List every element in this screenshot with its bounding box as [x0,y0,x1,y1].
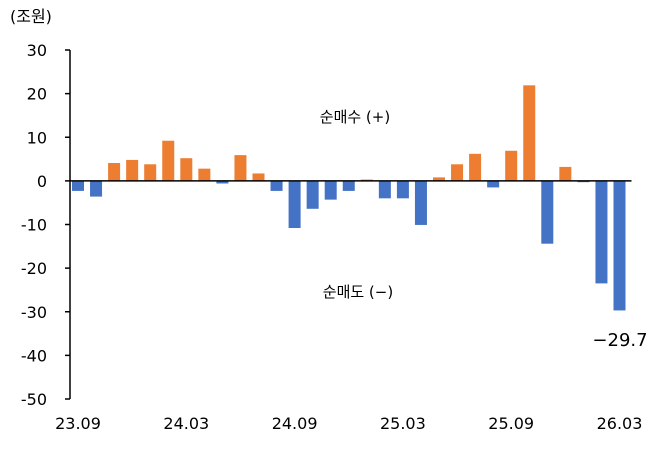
x-tick-label: 25.09 [488,414,534,433]
unit-label: (조원) [10,7,52,26]
y-tick-label: 0 [37,172,47,191]
y-tick-label: -50 [21,390,47,409]
bar-24.11 [324,180,337,200]
bar-24.04 [198,168,211,181]
bar-23.12 [126,159,139,181]
y-tick-label: 20 [27,85,47,104]
bar-24.10 [306,180,319,209]
x-tick-label: 23.09 [55,414,101,433]
x-tick-label: 24.03 [163,414,209,433]
bar-23.10 [90,180,103,197]
bar-25.05 [433,177,445,181]
bar-25.10 [523,85,536,181]
y-tick-label: -20 [21,259,47,278]
y-tick-label: -40 [21,346,47,365]
bar-25.06 [451,164,464,181]
bar-24.01 [144,164,157,181]
bar-25.04 [414,180,427,225]
bar-24.12 [342,180,355,191]
bar-25.08 [487,180,500,188]
bar-24.06 [234,155,247,181]
bar-25.12 [559,166,572,181]
bar-25.02 [378,180,391,199]
net-sell-annotation: 순매도 (−) [323,283,393,301]
bar-25.11 [541,180,554,244]
y-tick-label: -30 [21,303,47,322]
y-tick-label: -10 [21,216,47,235]
labels-layer: 30 20 10 0 -10 -20 -30 -40 -50 23.09 24.03 24.09 25.… [21,41,643,433]
axes-layer [65,49,632,400]
bar-24.09 [288,180,301,228]
bar-25.07 [469,153,482,181]
bar-24.08 [270,180,283,191]
bar-26.03 [613,180,626,311]
x-tick-label: 24.09 [272,414,318,433]
y-tick-label: 10 [27,128,47,147]
net-buy-annotation: 순매수 (+) [320,108,390,126]
bar-24.03 [180,158,193,181]
bar-24.02 [162,140,175,181]
x-tick-label: 26.03 [597,414,643,433]
bar-26.02 [595,180,608,284]
last-value-label: −29.7 [592,330,647,351]
bar-23.09 [72,180,84,191]
bars-layer [72,85,626,311]
y-tick-label: 30 [27,41,47,60]
bar-25.03 [396,180,409,199]
bar-24.07 [252,173,265,181]
bar-23.11 [108,162,121,181]
bar-25.09 [505,150,518,181]
bar-24.05 [216,180,229,184]
x-tick-label: 25.03 [380,414,426,433]
